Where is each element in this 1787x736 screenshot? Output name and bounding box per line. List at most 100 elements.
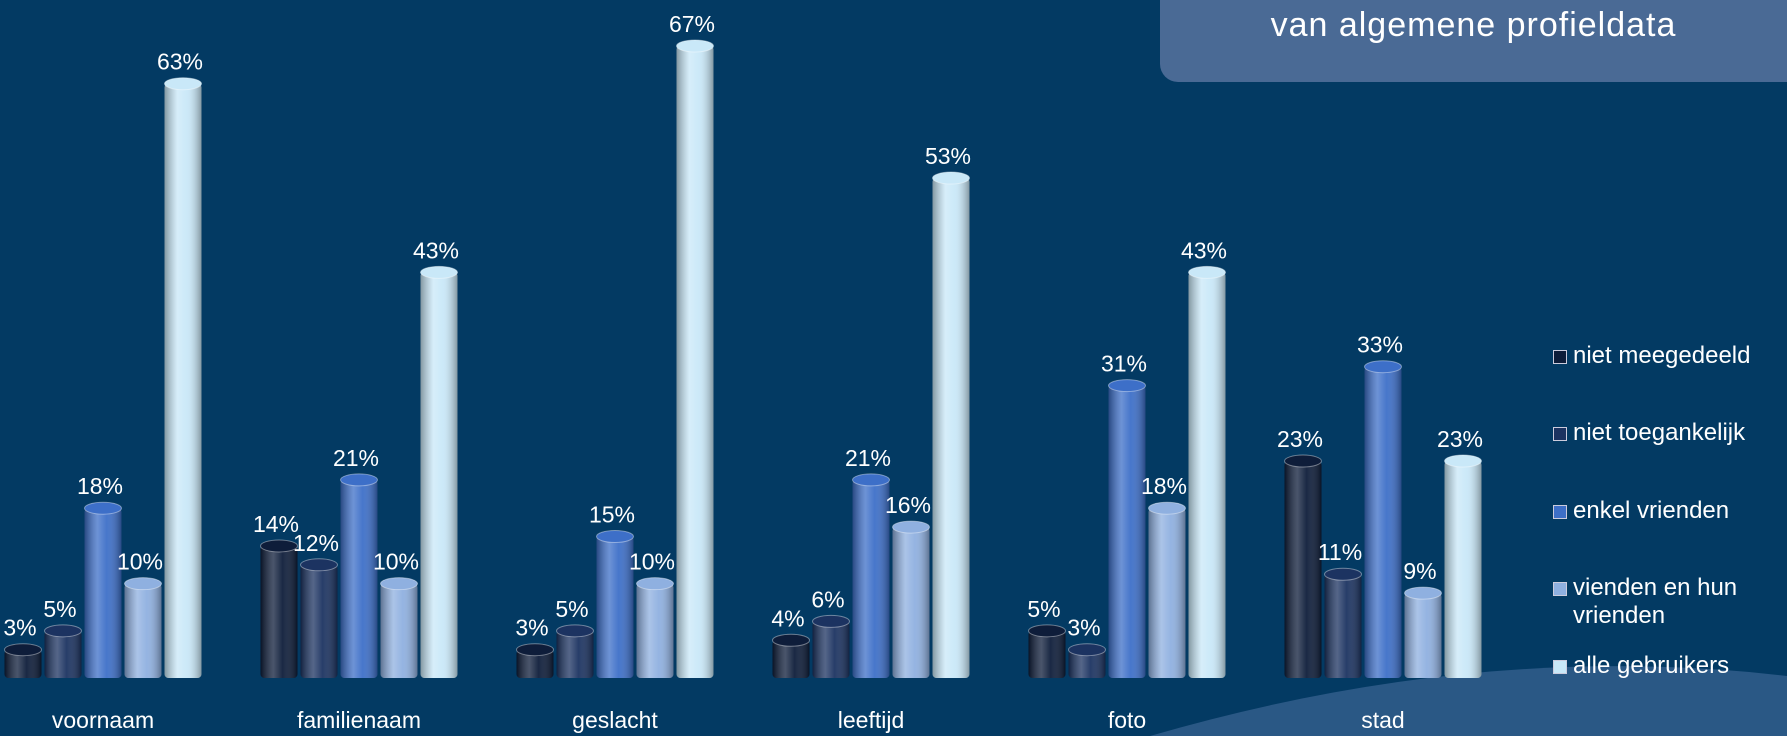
legend-label: vienden en hun vrienden: [1573, 574, 1738, 629]
chart-subtitle: van algemene profieldata: [1270, 6, 1677, 44]
x-tick-label: stad: [1361, 707, 1404, 733]
bar-cap: [420, 265, 458, 279]
legend-label: niet meegedeeld: [1573, 342, 1751, 369]
bar-shade: [676, 46, 714, 678]
legend-swatch: [1553, 582, 1567, 596]
bar: [556, 624, 594, 678]
bar-cap: [676, 39, 714, 53]
value-label: 9%: [1403, 558, 1436, 584]
bar: [516, 643, 554, 678]
bar: [932, 171, 970, 679]
bar-cap: [636, 577, 674, 591]
legend-entry: vienden en hun vrienden: [1553, 574, 1773, 630]
bar-shade: [4, 649, 42, 678]
bar: [1028, 624, 1066, 678]
bar-cap: [340, 473, 378, 487]
legend-entry: enkel vrienden: [1553, 497, 1773, 525]
bar: [636, 577, 674, 678]
legend-label: alle gebruikers: [1573, 652, 1730, 679]
bar-shade: [1284, 461, 1322, 678]
bar: [164, 77, 202, 679]
bar-cap: [260, 539, 298, 553]
legend-swatch: [1553, 660, 1567, 674]
legend-label: niet toegankelijk: [1573, 419, 1746, 446]
value-label: 18%: [77, 473, 123, 499]
bar-shade: [772, 640, 810, 678]
bar-cap: [164, 77, 202, 91]
bar-cap: [932, 171, 970, 185]
bar: [1148, 501, 1186, 678]
bar: [1404, 586, 1442, 678]
value-label: 14%: [253, 511, 299, 537]
legend-entry: alle gebruikers: [1553, 652, 1773, 680]
bar: [1068, 643, 1106, 678]
bar-shade: [1108, 385, 1146, 678]
value-label: 5%: [555, 596, 588, 622]
bar-shade: [44, 630, 82, 678]
x-tick-label: voornaam: [52, 707, 154, 733]
bar: [852, 473, 890, 678]
bar-shade: [1444, 461, 1482, 678]
value-label: 43%: [413, 237, 459, 263]
bar: [1324, 567, 1362, 678]
bar: [772, 633, 810, 678]
value-label: 63%: [157, 49, 203, 75]
value-label: 3%: [1067, 615, 1100, 641]
bar-cap: [1148, 501, 1186, 515]
bar-shade: [932, 178, 970, 679]
bar-shade: [340, 479, 378, 678]
bar-cap: [44, 624, 82, 638]
value-label: 16%: [885, 492, 931, 518]
bar-cap: [852, 473, 890, 487]
bar-shade: [852, 479, 890, 678]
bar-cap: [516, 643, 554, 657]
bar-shade: [420, 272, 458, 678]
bar-cap: [1284, 454, 1322, 468]
bar-cap: [772, 633, 810, 647]
value-label: 67%: [669, 11, 715, 37]
x-tick-label: familienaam: [297, 707, 421, 733]
value-label: 6%: [811, 586, 844, 612]
bar-shade: [516, 649, 554, 678]
bar-shade: [1148, 508, 1186, 678]
bar: [340, 473, 378, 678]
bar-cap: [124, 577, 162, 591]
value-label: 21%: [333, 445, 379, 471]
value-label: 18%: [1141, 473, 1187, 499]
bar: [4, 643, 42, 678]
value-label: 33%: [1357, 332, 1403, 358]
bar-shade: [380, 583, 418, 678]
bar: [44, 624, 82, 678]
bar: [676, 39, 714, 678]
bar-shade: [596, 536, 634, 678]
bar-shade: [260, 545, 298, 678]
bar-shade: [892, 527, 930, 678]
value-label: 11%: [1318, 539, 1362, 565]
bar-cap: [84, 501, 122, 515]
bar-shade: [1028, 630, 1066, 678]
bar: [260, 539, 298, 678]
legend-entry: niet meegedeeld: [1553, 342, 1773, 370]
value-label: 23%: [1277, 426, 1323, 452]
value-label: 5%: [1027, 596, 1060, 622]
value-label: 5%: [43, 596, 76, 622]
bar-cap: [1188, 265, 1226, 279]
bar-cap: [1404, 586, 1442, 600]
bar: [380, 577, 418, 678]
x-tick-label: foto: [1108, 707, 1146, 733]
bar: [596, 530, 634, 678]
background-curve: [1150, 666, 1787, 736]
bar-shade: [556, 630, 594, 678]
bar: [300, 558, 338, 678]
value-label: 10%: [373, 549, 419, 575]
value-label: 10%: [629, 549, 675, 575]
bar-shade: [1324, 574, 1362, 678]
value-label: 10%: [117, 549, 163, 575]
bar-shade: [164, 83, 202, 679]
bar-cap: [380, 577, 418, 591]
bar: [1108, 379, 1146, 678]
title-box: van algemene profieldata: [1160, 0, 1787, 82]
bar: [1188, 265, 1226, 678]
bar-cap: [300, 558, 338, 572]
